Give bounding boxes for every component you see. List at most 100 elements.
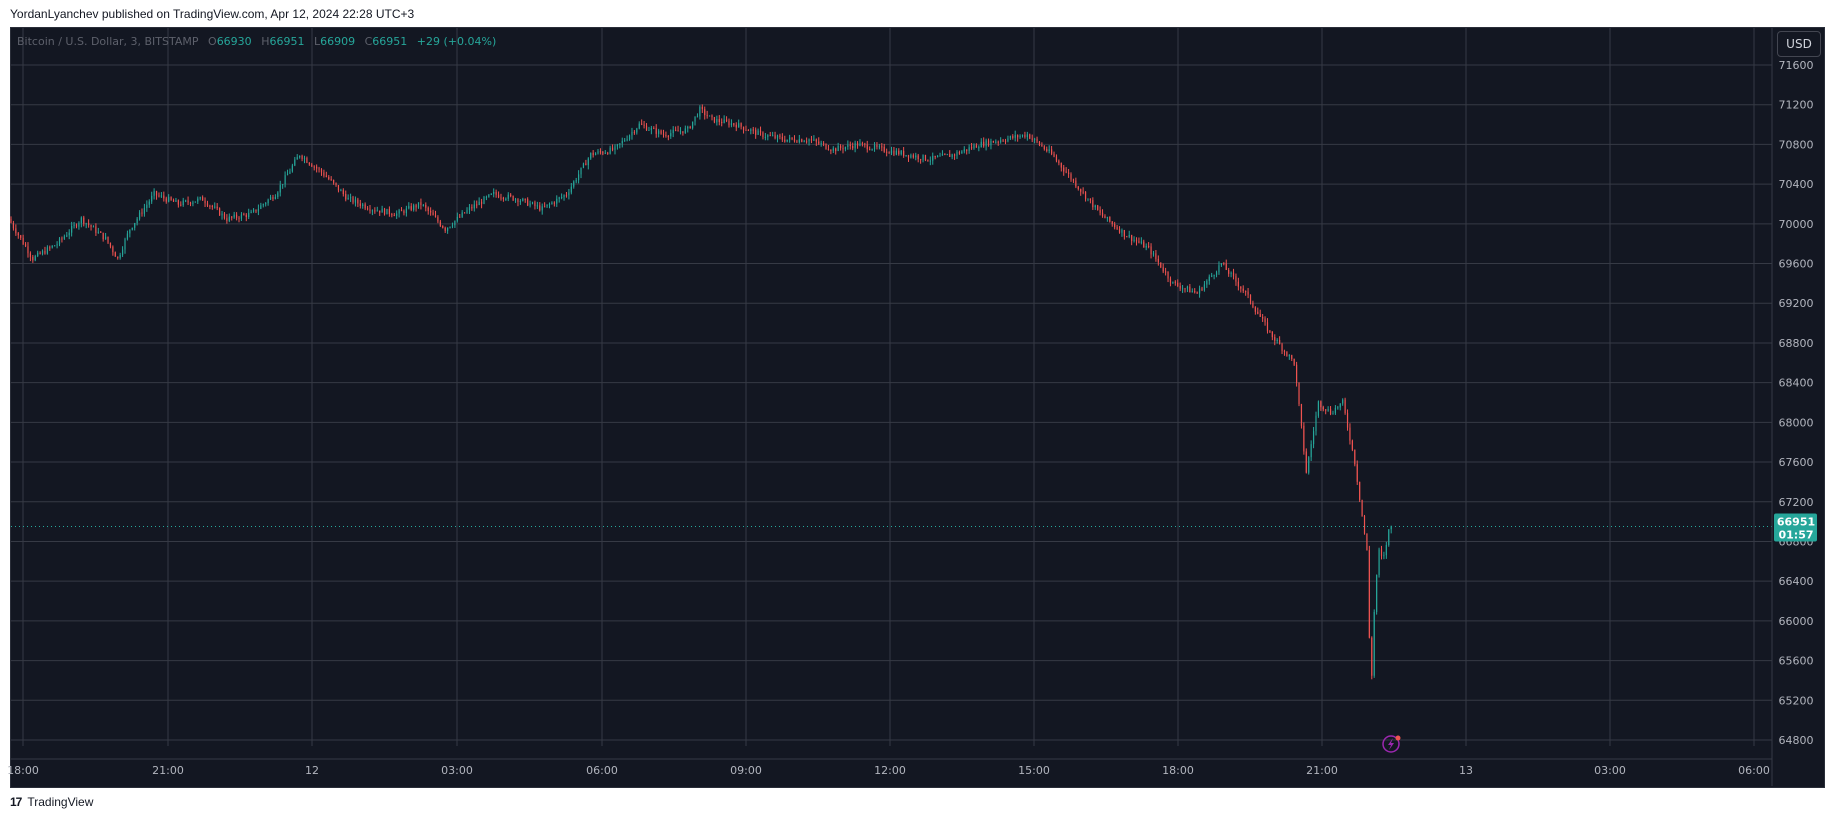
candle-body: [376, 210, 378, 212]
candle-body: [1359, 481, 1361, 500]
candle-body: [849, 144, 851, 147]
candle-body: [672, 129, 674, 134]
candle-body: [1036, 138, 1038, 142]
candle: [866, 140, 868, 153]
candle: [740, 122, 742, 130]
candle: [939, 152, 941, 157]
candle-body: [347, 197, 349, 200]
candle: [175, 197, 177, 202]
time-tick-label: 13: [1459, 764, 1473, 777]
candle: [1252, 300, 1254, 309]
candle-body: [551, 202, 553, 204]
candle-body: [713, 116, 716, 123]
candle: [723, 115, 725, 124]
candle: [789, 134, 791, 143]
candle-body: [320, 169, 323, 173]
currency-button[interactable]: USD: [1777, 31, 1821, 57]
candle-body: [223, 213, 226, 219]
candle: [655, 124, 657, 138]
candle-body: [548, 203, 551, 205]
candle: [172, 198, 175, 202]
candle: [1087, 198, 1089, 202]
candle-body: [1196, 292, 1198, 294]
candle-body: [1228, 269, 1230, 274]
candle-body: [202, 197, 204, 201]
candle-body: [1279, 339, 1281, 345]
publisher-caption: YordanLyanchev published on TradingView.…: [10, 7, 415, 21]
candle: [1111, 220, 1113, 227]
candle-body: [146, 204, 148, 208]
candle: [439, 219, 441, 228]
candle: [282, 184, 284, 189]
candle-body: [653, 128, 655, 130]
candle-body: [160, 195, 162, 197]
candle: [330, 176, 332, 181]
candle-body: [878, 146, 880, 148]
candle-body: [531, 202, 534, 204]
candle-body: [565, 195, 568, 197]
candle: [806, 137, 808, 144]
price-tick-label: 70400: [1779, 178, 1814, 191]
candle: [1152, 250, 1155, 257]
candle: [473, 200, 475, 212]
candle-body: [49, 247, 51, 249]
candle: [488, 194, 490, 198]
candle: [56, 241, 58, 249]
candle-body: [318, 168, 320, 170]
candle-body: [609, 147, 611, 154]
candle-body: [364, 204, 366, 209]
low-label: L: [313, 35, 321, 48]
candle: [757, 128, 759, 135]
candle: [801, 138, 803, 143]
candle: [842, 144, 844, 154]
candle: [1373, 609, 1375, 678]
candle-body: [1116, 227, 1118, 229]
candle-body: [776, 135, 779, 139]
candle-body: [308, 162, 310, 165]
candle: [1038, 141, 1041, 147]
candle: [478, 197, 480, 206]
candle-body: [141, 212, 143, 214]
candle-body: [1012, 136, 1014, 138]
candle: [769, 131, 771, 137]
candle: [808, 138, 810, 146]
candle: [1126, 235, 1128, 238]
candle: [830, 149, 832, 155]
candle-body: [121, 249, 124, 255]
candle-body: [369, 209, 371, 211]
candle: [1213, 274, 1215, 280]
candle-body: [17, 233, 19, 236]
candle: [369, 205, 371, 214]
candle: [1312, 426, 1315, 449]
candle-body: [956, 152, 958, 156]
candle: [936, 155, 939, 158]
candle-body: [269, 197, 272, 200]
candle: [1002, 138, 1004, 142]
lightning-icon[interactable]: [1382, 735, 1401, 753]
candle: [1315, 411, 1317, 436]
candle-body: [1245, 291, 1247, 293]
candle-body: [614, 146, 616, 151]
candle-body: [641, 123, 643, 125]
candle-body: [325, 175, 327, 177]
candle: [141, 208, 143, 217]
candle: [1065, 167, 1067, 174]
candle-body: [330, 179, 332, 181]
candle: [837, 142, 839, 152]
candle-body: [352, 197, 354, 203]
candle: [495, 189, 497, 198]
time-tick-label: 21:00: [152, 764, 184, 777]
candle-body: [37, 252, 39, 257]
candle: [68, 229, 70, 240]
candle: [1198, 285, 1201, 298]
candle: [1148, 242, 1150, 249]
candle: [85, 222, 87, 229]
candle: [333, 179, 335, 185]
candle: [371, 209, 374, 216]
candle-body: [519, 200, 521, 202]
candle: [527, 197, 529, 207]
candle-body: [194, 201, 196, 203]
candle-body: [172, 199, 175, 202]
candle-body: [284, 175, 286, 185]
